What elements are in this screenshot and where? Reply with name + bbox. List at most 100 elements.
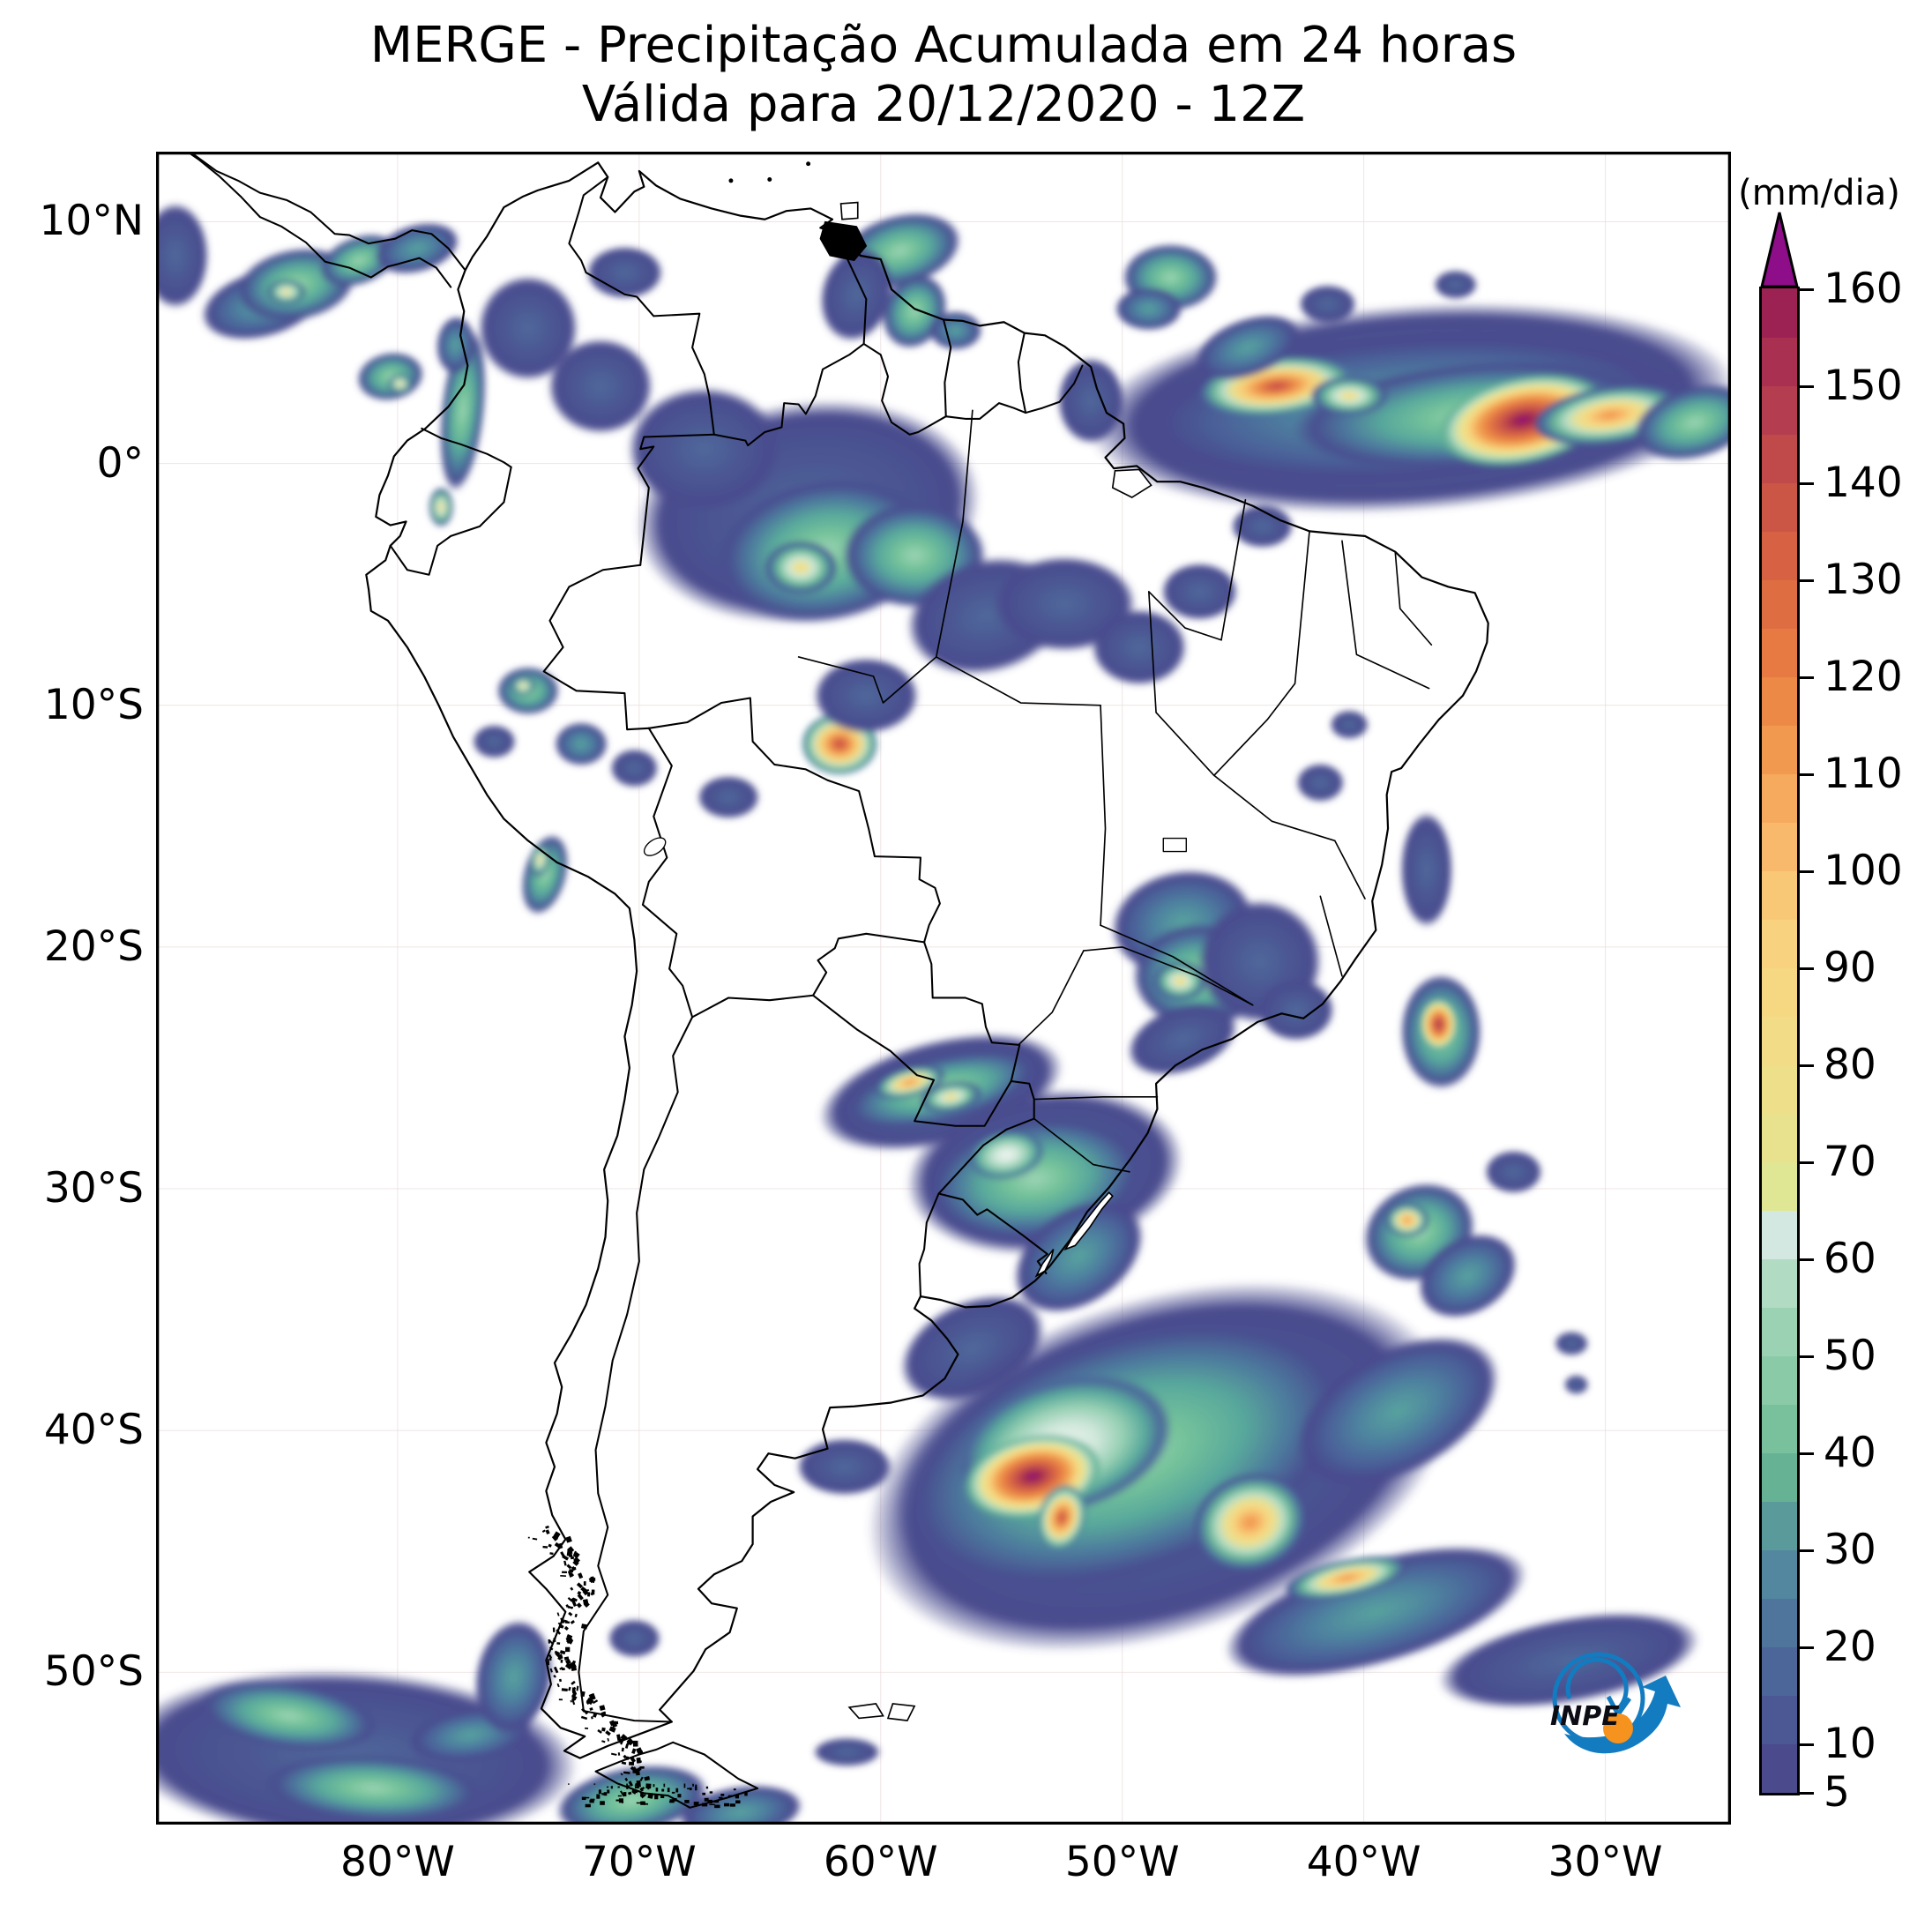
title-line-1: MERGE - Precipitação Acumulada em 24 hor… <box>369 17 1518 74</box>
precip-cell <box>198 1679 380 1752</box>
colorbar-tick-mark <box>1800 1549 1814 1552</box>
x-axis-tick-label: 80°W <box>340 1838 455 1886</box>
precip-cell <box>1310 376 1389 415</box>
precip-cell <box>1330 710 1369 740</box>
precip-cell <box>472 724 517 759</box>
y-axis-tick-label: 10°S <box>43 680 144 729</box>
colorbar-segment <box>1762 1452 1797 1502</box>
precipitation-map <box>156 152 1731 1825</box>
colorbar-segment <box>1762 1695 1797 1744</box>
lakes-islands <box>643 161 1152 1722</box>
colorbar-segment <box>1762 1404 1797 1453</box>
colorbar-segment <box>1762 1113 1797 1162</box>
precip-cell <box>608 1618 661 1658</box>
colorbar-segment <box>1762 385 1797 435</box>
colorbar-tick-mark <box>1800 1355 1814 1358</box>
precip-cell <box>1555 1331 1589 1356</box>
colorbar-tick-mark <box>1800 1646 1814 1649</box>
precip-cell <box>1399 811 1453 928</box>
y-axis-tick-label: 0° <box>96 438 144 488</box>
precip-cell <box>1298 284 1357 324</box>
precip-cell <box>1224 1544 1528 1679</box>
colorbar-segment <box>1762 1307 1797 1356</box>
figure-title: MERGE - Precipitação Acumulada em 24 hor… <box>156 16 1731 134</box>
x-axis-tick-label: 70°W <box>581 1838 697 1886</box>
precip-cell <box>477 274 579 382</box>
precip-cell <box>1257 978 1335 1041</box>
precip-cell <box>1484 1150 1543 1194</box>
precip-cell <box>1194 314 1302 381</box>
y-axis-tick-label: 20°S <box>43 922 144 971</box>
colorbar-over-arrow <box>1760 212 1799 288</box>
precip-cell <box>1633 384 1731 461</box>
colorbar <box>1759 287 1800 1795</box>
precip-cell <box>813 656 920 735</box>
colorbar-tick-mark <box>1800 384 1814 388</box>
colorbar-tick-mark <box>1800 1452 1814 1455</box>
colorbar-segment <box>1762 1210 1797 1259</box>
precip-cell <box>765 541 838 594</box>
x-axis-tick-label: 40°W <box>1306 1838 1421 1886</box>
colorbar-tick-label: 100 <box>1824 847 1903 895</box>
title-line-2: Válida para 20/12/2020 - 12Z <box>581 76 1306 133</box>
colorbar-segment <box>1762 482 1797 532</box>
precip-cell <box>627 385 782 512</box>
colorbar-segment <box>1762 434 1797 483</box>
precip-cell <box>1385 1203 1429 1237</box>
inpe-logo: INPE <box>1550 1652 1681 1754</box>
colorbar-tick-label: 30 <box>1824 1526 1876 1574</box>
precip-cell <box>156 202 210 310</box>
precip-cell <box>1153 961 1207 1001</box>
precip-cell <box>1230 504 1294 549</box>
colorbar-tick-mark <box>1800 773 1814 776</box>
colorbar-segment <box>1762 1549 1797 1599</box>
colorbar-tick-label: 110 <box>1824 750 1903 798</box>
precipitation-field <box>156 202 1731 1825</box>
precip-cell <box>429 488 453 526</box>
y-axis-tick-label: 50°S <box>43 1647 144 1697</box>
colorbar-tick-label: 5 <box>1824 1768 1850 1817</box>
precip-cell <box>556 1764 709 1825</box>
precip-cell <box>1434 270 1478 300</box>
colorbar-tick-label: 60 <box>1824 1235 1876 1283</box>
colorbar-tick-mark <box>1800 287 1814 291</box>
colorbar-segment <box>1762 1355 1797 1405</box>
precip-cell <box>387 374 413 394</box>
country-borders <box>186 152 1489 1809</box>
colorbar-tick-mark <box>1800 579 1814 582</box>
colorbar-segment <box>1762 579 1797 629</box>
colorbar-tick-mark <box>1800 870 1814 873</box>
precip-cell <box>1563 1375 1589 1395</box>
colorbar-segment <box>1762 725 1797 774</box>
logo-orange-ball-icon <box>1603 1713 1633 1743</box>
precip-cell <box>697 775 760 819</box>
colorbar-tick-label: 10 <box>1824 1720 1876 1768</box>
patagonia-archipelago <box>527 1525 748 1809</box>
x-axis-tick-label: 50°W <box>1064 1838 1180 1886</box>
colorbar-tick-label: 160 <box>1824 265 1903 313</box>
colorbar-tick-label: 130 <box>1824 556 1903 604</box>
precip-cell <box>262 1753 485 1823</box>
precip-cell <box>1127 1001 1239 1077</box>
precip-cell <box>678 1784 803 1825</box>
colorbar-segment <box>1762 1743 1797 1793</box>
precip-cell <box>530 843 550 877</box>
colorbar-segment <box>1762 531 1797 580</box>
colorbar-tick-mark <box>1800 1791 1814 1795</box>
precip-cell <box>795 1437 893 1497</box>
colorbar-segment <box>1762 1161 1797 1211</box>
precip-cell <box>1294 1334 1501 1488</box>
colorbar-segment <box>1762 676 1797 726</box>
precip-cell <box>374 222 459 275</box>
colorbar-segment <box>1762 967 1797 1017</box>
precip-cell <box>609 749 659 788</box>
precip-cell <box>1056 357 1125 444</box>
colorbar-segment <box>1762 628 1797 677</box>
precip-cell <box>813 1737 881 1767</box>
colorbar-tick-mark <box>1800 1258 1814 1261</box>
colorbar-tick-mark <box>1800 676 1814 679</box>
precip-cell <box>1285 1556 1409 1601</box>
colorbar-unit-label: (mm/dia) <box>1738 173 1900 213</box>
y-axis-tick-label: 10°N <box>39 197 144 246</box>
